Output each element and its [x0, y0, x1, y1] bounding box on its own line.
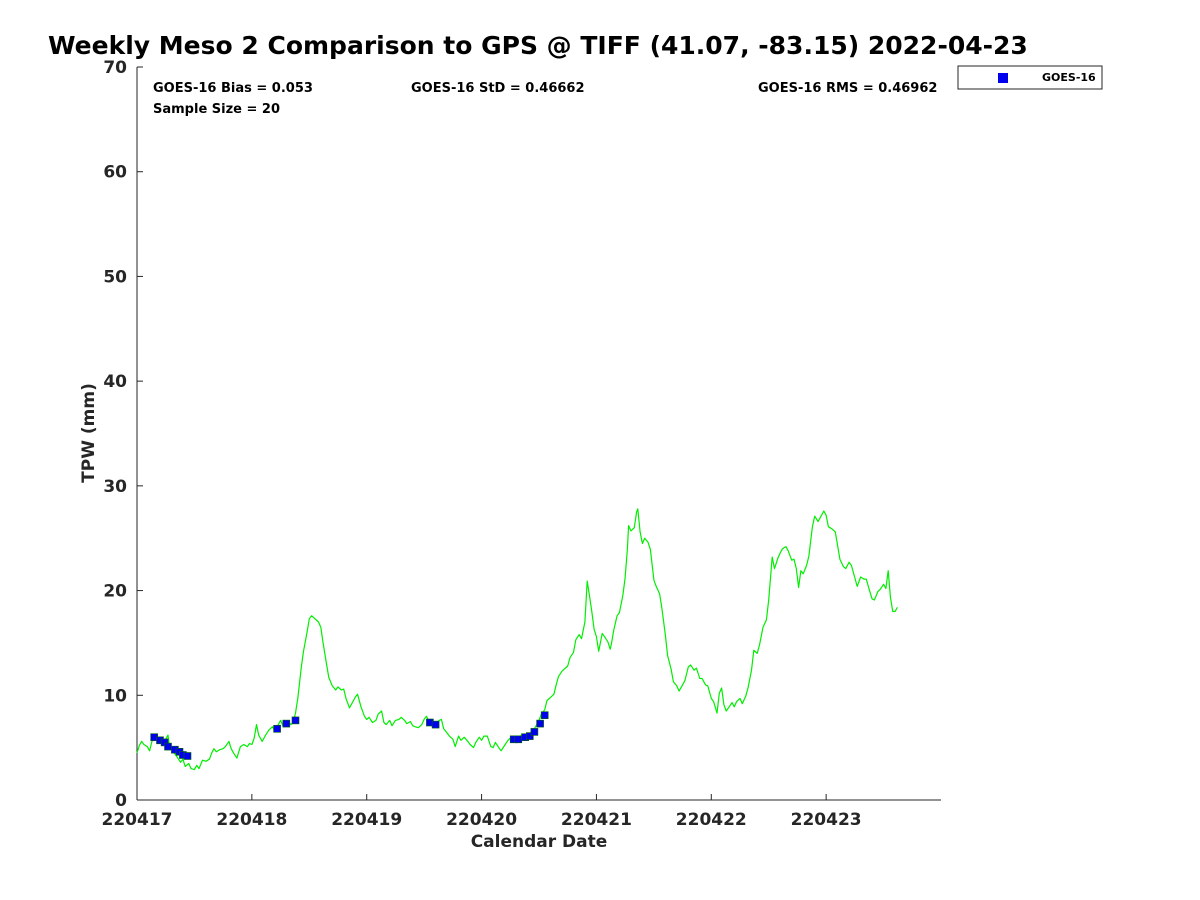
goes16-point [530, 728, 539, 736]
std-text: GOES-16 StD = 0.46662 [411, 81, 585, 96]
y-tick-label: 60 [103, 163, 127, 183]
goes16-point [291, 716, 300, 725]
x-ticks: 220417 220418 220419 220420 220421 220422 2204… [102, 794, 862, 830]
goes16-point [525, 732, 534, 740]
x-tick-label: 220422 [676, 810, 747, 830]
x-tick-label: 220423 [791, 810, 862, 830]
bias-text: GOES-16 Bias = 0.053 [153, 81, 313, 96]
x-tick-label: 220420 [446, 810, 517, 830]
y-tick-label: 70 [103, 58, 127, 78]
goes16-point [431, 720, 440, 729]
goes16-point [536, 719, 544, 728]
y-tick-label: 0 [115, 791, 127, 811]
y-axis-label: TPW (mm) [79, 383, 99, 483]
goes16-point [282, 719, 291, 728]
x-tick-label: 220421 [561, 810, 632, 830]
y-tick-label: 10 [103, 686, 127, 706]
rms-text: GOES-16 RMS = 0.46962 [758, 81, 937, 96]
goes16-point [540, 711, 549, 720]
y-tick-label: 30 [103, 477, 127, 497]
y-tick-label: 40 [103, 372, 127, 392]
goes16-point [183, 752, 192, 760]
legend: GOES-16 [957, 65, 1103, 90]
x-tick-label: 220417 [102, 810, 173, 830]
series-layer [136, 508, 898, 771]
x-tick-label: 220418 [216, 810, 287, 830]
legend-marker [998, 73, 1008, 83]
goes16-point [514, 735, 523, 744]
chart-title: Weekly Meso 2 Comparison to GPS @ TIFF (… [48, 31, 1028, 60]
sample-size-text: Sample Size = 20 [153, 102, 280, 117]
legend-box [957, 65, 1103, 90]
goes16-point [164, 742, 172, 751]
goes16-point [273, 724, 281, 733]
x-axis-label: Calendar Date [471, 832, 608, 852]
y-tick-label: 50 [103, 267, 127, 287]
y-tick-label: 20 [103, 582, 127, 602]
y-ticks: 0 10 20 30 40 50 60 70 [103, 58, 143, 811]
legend-label: GOES-16 [1042, 71, 1096, 84]
x-tick-label: 220419 [331, 810, 402, 830]
plot-area [137, 67, 941, 800]
